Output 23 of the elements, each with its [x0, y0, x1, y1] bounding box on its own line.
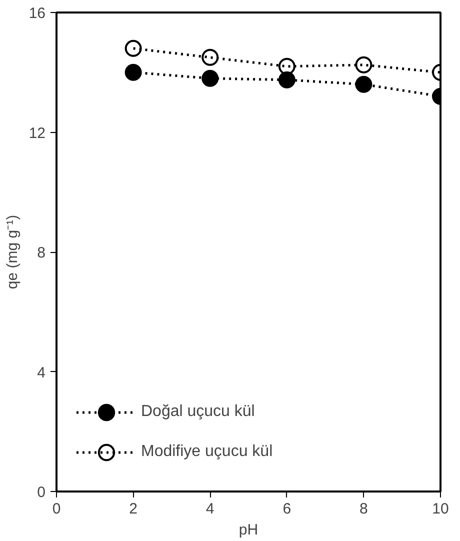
y-tick-label: 0 [37, 484, 46, 501]
x-tick-label: 0 [52, 500, 61, 518]
y-tick-label: 16 [28, 5, 46, 22]
point [124, 40, 142, 57]
point [124, 64, 142, 81]
legend-label: Doğal uçucu kül [141, 403, 255, 421]
point [202, 70, 219, 87]
x-tick-label: 2 [129, 500, 138, 518]
legend-label: Modifiye uçucu kül [141, 443, 273, 461]
point [355, 76, 372, 93]
y-axis-title: qe (mg g⁻¹) [4, 214, 21, 290]
x-tick-label: 4 [206, 500, 214, 518]
point [355, 56, 372, 74]
point [278, 58, 296, 75]
x-tick-label: 6 [282, 500, 292, 518]
point [202, 48, 219, 66]
x-axis-title: pH [238, 522, 258, 538]
y-tick-label: 12 [28, 124, 46, 142]
x-tick-label: 10 [432, 500, 449, 518]
y-tick-label: 8 [37, 244, 46, 262]
point [278, 71, 296, 88]
x-tick-label: 8 [360, 500, 368, 518]
y-tick-label: 4 [37, 364, 46, 382]
